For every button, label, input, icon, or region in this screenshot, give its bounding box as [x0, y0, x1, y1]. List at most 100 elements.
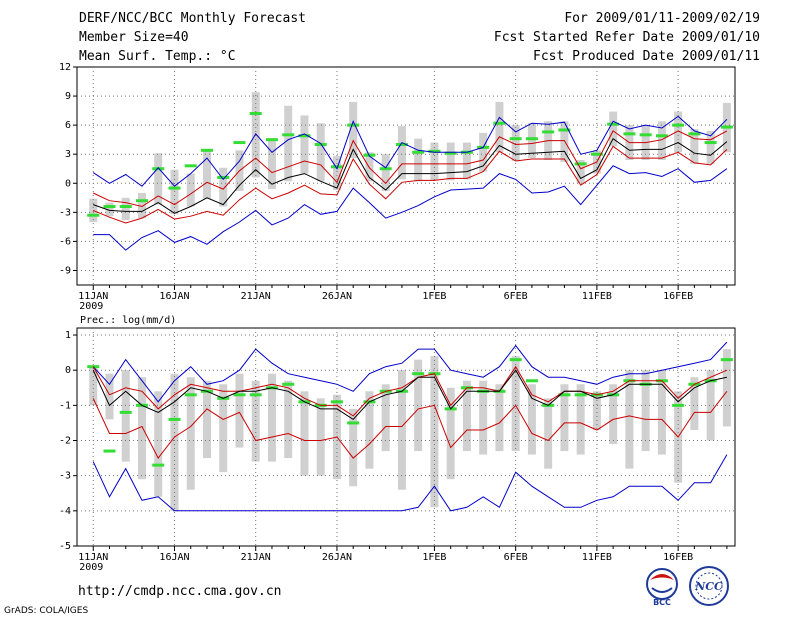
panel2-member-mark — [574, 393, 587, 397]
panel1-spread-box — [414, 138, 423, 182]
panel2-spread-box — [414, 359, 423, 452]
panel2-ytick-label: -1 — [59, 400, 71, 411]
panel1-ytick-label: 0 — [65, 178, 71, 189]
panel1-spread-box — [381, 154, 390, 192]
panel2-spread-box — [706, 370, 715, 441]
refer-date: Fcst Started Refer Date 2009/01/10 — [493, 30, 760, 45]
grads-credit: GrADS: COLA/IGES — [4, 606, 89, 616]
panel1-member-mark — [623, 132, 636, 136]
chart-title: DERF/NCC/BCC Monthly Forecast — [79, 11, 306, 26]
panel2-spread-box — [251, 380, 260, 462]
panel2-spread-box — [576, 384, 585, 455]
panel1-spread-box — [397, 126, 406, 180]
panel1-spread-box — [267, 140, 276, 190]
produced-date: Fcst Produced Date 2009/01/11 — [533, 49, 760, 64]
panel2-member-mark — [509, 358, 522, 362]
panel1-spread-box — [657, 121, 666, 161]
panel1-ytick-label: 3 — [65, 149, 71, 160]
svg-text:BCC: BCC — [653, 598, 671, 606]
panel2-ytick-label: -2 — [59, 436, 71, 447]
panel1-member-mark — [525, 137, 538, 141]
panel2-xtick-label: 16JAN — [159, 552, 189, 563]
panel1-member-mark — [672, 123, 685, 127]
panel2-spread-box — [170, 373, 179, 511]
panel2-series-upper — [92, 365, 728, 417]
panel2-spread-box — [609, 384, 618, 445]
panel1-spread-box — [186, 173, 195, 207]
panel2-spread-box — [722, 349, 731, 427]
panel1-member-mark — [168, 186, 181, 190]
panel1-spread-box — [219, 167, 228, 207]
panel1-member-mark — [330, 165, 343, 169]
panel2-xtick-label: 1FEB — [422, 552, 446, 563]
panel2-ytick-label: -4 — [59, 506, 71, 517]
panel1-series-upper — [92, 130, 728, 208]
panel2-xtick-label: 11JAN — [78, 552, 108, 563]
panel2-spread-box — [202, 380, 211, 459]
panel2-spread-box — [219, 384, 228, 473]
panel2-spread-box — [544, 398, 553, 469]
panel1-xtick-label: 11JAN — [78, 291, 108, 302]
panel2-ytick-label: 1 — [65, 330, 71, 341]
bcc-logo-icon: BCC — [646, 568, 678, 606]
panel1-spread-box — [121, 197, 130, 221]
panel1-member-mark — [639, 133, 652, 137]
panel2-member-mark — [184, 393, 197, 397]
panel1-spread-box — [446, 142, 455, 181]
panel2-spread-box — [657, 370, 666, 455]
panel1-member-mark — [217, 175, 230, 179]
svg-text:NCC: NCC — [694, 580, 723, 593]
panel2-member-mark — [282, 382, 295, 386]
source-url[interactable]: http://cmdp.ncc.cma.gov.cn — [78, 584, 282, 599]
panel2-member-mark — [347, 421, 360, 425]
panel2-spread-box — [137, 377, 146, 480]
panel1-member-mark — [233, 141, 246, 145]
panel1-xtick-label: 21JAN — [241, 291, 271, 302]
panel2-member-mark — [558, 393, 571, 397]
panel2-member-mark — [103, 449, 116, 453]
panel1-series-min — [93, 165, 728, 251]
panel2-spread-box — [105, 373, 114, 420]
panel2-spread-box — [300, 391, 309, 476]
panel2-spread-box — [381, 384, 390, 452]
panel1-member-mark — [590, 152, 603, 156]
panel2-series-min — [92, 454, 728, 512]
panel1-member-mark — [87, 213, 100, 217]
panel1-spread-box — [706, 130, 715, 164]
panel1-spread-box — [576, 160, 585, 184]
panel1-spread-box — [349, 101, 358, 159]
panel2-spread-box — [397, 370, 406, 490]
panel2-member-mark — [233, 393, 246, 397]
panel1-member-mark — [395, 143, 408, 147]
panel1-spread-box — [365, 152, 374, 182]
panel1-frame — [76, 66, 736, 286]
panel2-spread-box — [235, 373, 244, 448]
panel1-member-mark — [184, 164, 197, 168]
member-size-label: Member Size=40 — [79, 30, 189, 45]
panel1-member-mark — [282, 133, 295, 137]
panel2-member-mark — [249, 393, 262, 397]
panel2-spread-box — [89, 366, 98, 406]
panel1-series-mean — [93, 137, 728, 214]
panel1-ytick-label: -6 — [59, 236, 71, 247]
panel2-series-max — [92, 341, 728, 403]
panel1-xtick-label: 16JAN — [159, 291, 189, 302]
panel1-spread-box — [462, 142, 471, 180]
panel2-spread-box — [267, 373, 276, 462]
panel1-member-mark — [444, 151, 457, 155]
panel2-spread-box — [154, 391, 163, 497]
panel1-spread-box — [300, 115, 309, 174]
forecast-period: For 2009/01/11-2009/02/19 — [564, 11, 760, 26]
panel2-spread-box — [430, 356, 439, 508]
panel1-member-mark — [720, 125, 733, 129]
panel2-member-mark — [330, 400, 343, 404]
panel1-spread-box — [430, 142, 439, 181]
panel1-member-mark — [152, 167, 165, 171]
panel2-ytick-label: -3 — [59, 471, 71, 482]
panel1-member-mark — [265, 138, 278, 142]
panel2-spread-box — [690, 377, 699, 430]
panel2-member-mark — [119, 410, 132, 414]
panel2-ytick-label: 0 — [65, 365, 71, 376]
panel2-variable-label: Prec.: log(mm/d) — [80, 315, 176, 326]
